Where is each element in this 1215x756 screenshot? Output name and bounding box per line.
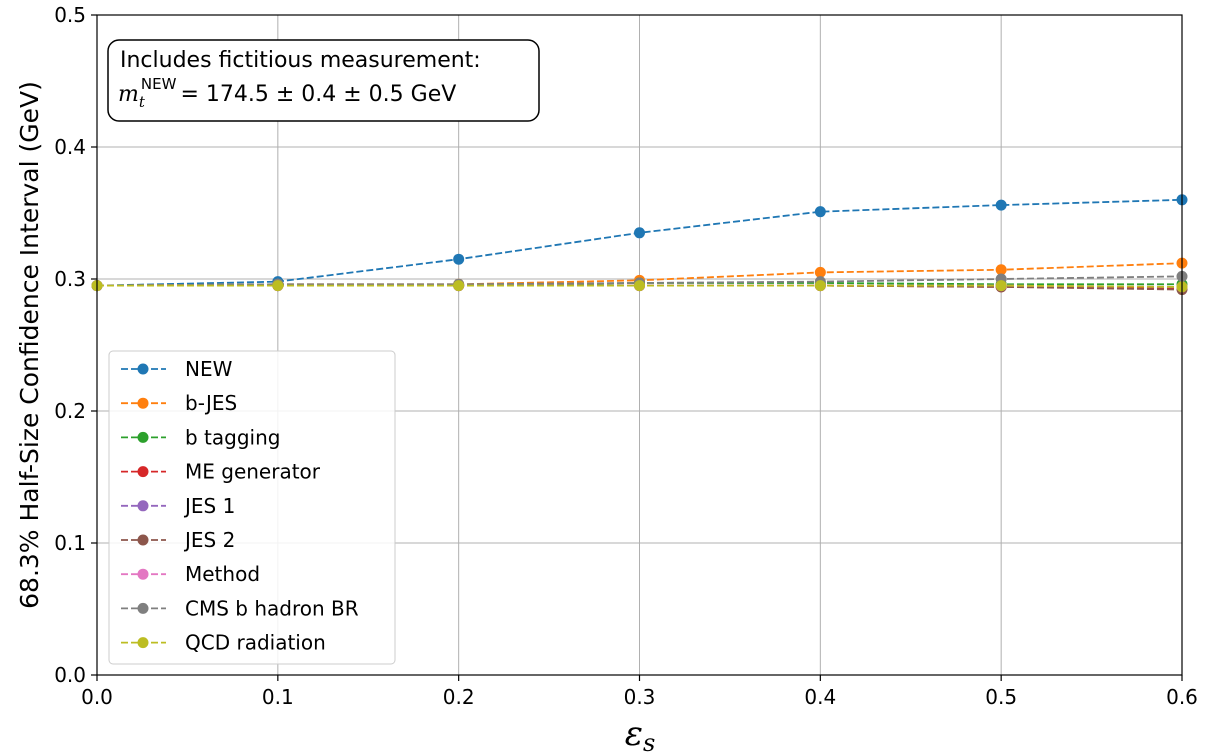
legend-marker <box>137 602 149 614</box>
data-point <box>453 280 465 292</box>
x-tick-label: 0.5 <box>985 685 1017 709</box>
legend-label: b-JES <box>185 391 237 415</box>
series-qcd-radiation <box>91 280 1188 293</box>
data-point <box>995 280 1007 292</box>
x-axis-label-symbol: ε <box>625 714 643 754</box>
legend-marker <box>137 431 149 443</box>
data-point <box>272 280 284 292</box>
legend-marker <box>137 500 149 512</box>
legend-marker <box>137 568 149 580</box>
annotation-line1: Includes fictitious measurement: <box>120 48 481 73</box>
annotation-superscript: NEW <box>141 75 177 93</box>
legend-marker <box>137 397 149 409</box>
y-tick-label: 0.4 <box>54 135 86 159</box>
legend-item: QCD radiation <box>121 631 326 655</box>
annotation-symbol: m <box>118 82 139 107</box>
legend-marker <box>137 466 149 478</box>
x-axis-label-subscript: s <box>643 729 655 756</box>
data-point <box>814 206 826 218</box>
legend-marker <box>137 534 149 546</box>
y-tick-label: 0.0 <box>54 663 86 687</box>
legend-item: b-JES <box>121 391 237 415</box>
x-tick-label: 0.3 <box>624 685 656 709</box>
legend-item: ME generator <box>121 460 321 484</box>
y-tick-label: 0.3 <box>54 267 86 291</box>
legend-label: QCD radiation <box>185 631 326 655</box>
x-tick-label: 0.6 <box>1166 685 1198 709</box>
data-point <box>814 266 826 278</box>
x-tick-label: 0.0 <box>81 685 113 709</box>
y-axis-label: 68.3% Half-Size Confidence Interval (GeV… <box>15 81 44 609</box>
annotation-box: Includes fictitious measurement: mtNEW = … <box>107 39 540 122</box>
legend-marker <box>137 637 149 649</box>
annotation-line2: mtNEW = 174.5 ± 0.4 ± 0.5 GeV <box>118 75 456 111</box>
data-point <box>634 227 645 239</box>
x-axis-label: εs <box>625 714 656 756</box>
legend-label: JES 2 <box>183 528 235 552</box>
annotation-subscript: t <box>139 93 146 111</box>
legend-label: CMS b hadron BR <box>185 596 359 620</box>
y-tick-label: 0.5 <box>54 3 86 27</box>
legend-label: Method <box>185 562 260 586</box>
annotation-value: = 174.5 ± 0.4 ± 0.5 GeV <box>180 82 456 107</box>
x-tick-label: 0.2 <box>443 685 475 709</box>
legend-item: JES 1 <box>121 494 235 518</box>
legend-item: NEW <box>121 357 233 381</box>
x-tick-label: 0.1 <box>262 685 294 709</box>
legend-label: JES 1 <box>183 494 235 518</box>
data-point <box>634 280 645 292</box>
data-point <box>453 253 465 265</box>
legend-label: ME generator <box>185 460 321 484</box>
data-point <box>995 264 1007 276</box>
series-layer <box>91 194 1188 296</box>
legend-marker <box>137 363 149 375</box>
legend-item: CMS b hadron BR <box>121 596 359 620</box>
legend-item: JES 2 <box>121 528 235 552</box>
x-tick-label: 0.4 <box>804 685 836 709</box>
data-point <box>995 199 1007 211</box>
y-tick-label: 0.1 <box>54 531 86 555</box>
ticks: 0.0 0.1 0.2 0.3 0.4 0.5 0.6 0.0 0.1 0.2 0.3 0.4 0.5 <box>54 3 1198 709</box>
legend: NEW b-JES b tagging ME generator JES 1 JES 2 M… <box>108 350 396 665</box>
data-point <box>814 280 826 292</box>
legend-label: NEW <box>185 357 233 381</box>
legend-item: b tagging <box>121 425 280 449</box>
y-tick-label: 0.2 <box>54 399 86 423</box>
legend-item: Method <box>121 562 260 586</box>
legend-label: b tagging <box>185 425 280 449</box>
